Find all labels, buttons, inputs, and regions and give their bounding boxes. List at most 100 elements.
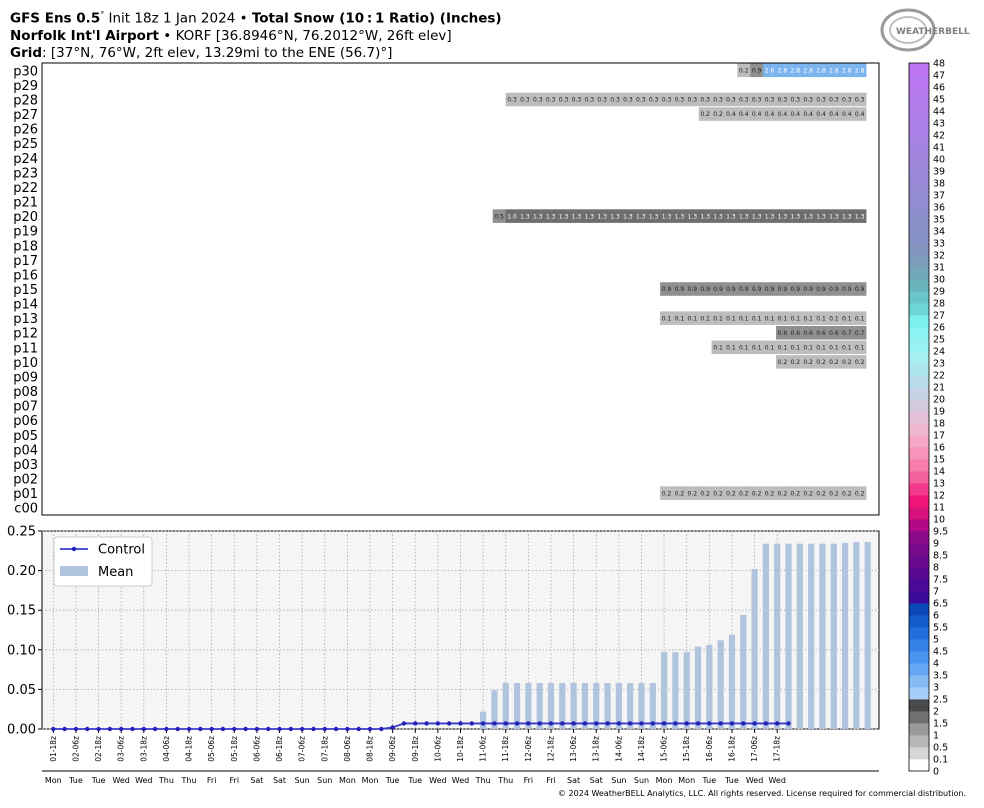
colorbar-label: 42 — [933, 131, 945, 142]
heatmap-cell — [788, 107, 803, 121]
heatmap-cell-value: 0.3 — [584, 97, 594, 104]
heatmap-cell — [724, 282, 738, 296]
mean-bar — [717, 640, 724, 729]
colorbar-label: 1 — [933, 731, 939, 742]
heatmap-cell — [775, 340, 790, 355]
heatmap-cell — [840, 340, 854, 355]
y-tick-label: 0.10 — [7, 643, 36, 658]
colorbar-segment — [909, 63, 929, 76]
mean-control-chart: 0.00 0.05 0.10 0.15 0.20 0.25 01-18z Mon 02-06z T… — [7, 525, 880, 785]
colorbar-label: 10 — [933, 515, 945, 526]
chart-header: GFS Ens 0.5° Init 18z 1 Jan 2024 • Total… — [10, 6, 502, 62]
day-label: Sun — [317, 776, 332, 785]
heatmap-cell — [544, 209, 558, 223]
heatmap-cell — [647, 209, 661, 223]
heatmap-cell-value: 0.4 — [791, 111, 801, 118]
mean-bar — [604, 683, 611, 729]
heatmap-cell — [775, 63, 790, 78]
heatmap-cell-value: 0.2 — [700, 111, 710, 118]
heatmap-cell — [711, 92, 725, 107]
x-tick-label: 16-06z — [705, 736, 714, 762]
colorbar-segment — [909, 615, 929, 628]
heatmap-cell-value: 0.1 — [765, 315, 775, 322]
colorbar-label: 14 — [933, 467, 945, 478]
heatmap-cell — [788, 355, 803, 369]
heatmap-cell — [672, 282, 687, 296]
control-point — [673, 721, 678, 726]
heatmap-cell — [685, 282, 700, 296]
colorbar-label: 6.5 — [933, 599, 948, 610]
x-tick-label: 10-18z — [456, 736, 465, 762]
heatmap-cell — [557, 92, 571, 107]
y-tick-label: 0.00 — [7, 723, 36, 738]
control-point — [480, 721, 486, 726]
x-tick-label: 03-18z — [139, 736, 148, 762]
heatmap-cell — [801, 340, 815, 355]
heatmap-cell — [685, 486, 700, 500]
heatmap-frame — [41, 62, 880, 516]
heatmap-cell-value: 0.1 — [855, 315, 865, 322]
colorbar-segment — [909, 303, 929, 316]
x-tick-label: 07-18z — [320, 736, 329, 762]
x-tick-label: 09-06z — [388, 736, 397, 762]
legend-mean-label: Mean — [98, 565, 133, 580]
heatmap-cell — [788, 282, 803, 296]
colorbar-segment — [909, 735, 929, 748]
member-label: p28 — [13, 93, 38, 108]
heatmap-cell-value: 0.2 — [739, 490, 749, 497]
control-point — [650, 721, 655, 726]
heatmap-cell-value: 0.3 — [688, 97, 698, 104]
header-line-2: Norfolk Int'l Airport • KORF [36.8946°N,… — [10, 27, 452, 44]
heatmap-cell — [621, 92, 635, 107]
heatmap-cell — [853, 325, 867, 340]
heatmap-cell-value: 0.2 — [688, 490, 698, 497]
colorbar-label: 31 — [933, 263, 945, 274]
day-label: Tue — [68, 776, 83, 785]
colorbar-label: 34 — [933, 227, 945, 238]
colorbar-segment — [909, 99, 929, 112]
heatmap-cell-value: 0.3 — [546, 97, 556, 104]
mean-bar — [785, 543, 792, 729]
day-label: Mon — [339, 776, 356, 785]
colorbar-label: 28 — [933, 299, 945, 310]
heatmap-cell — [827, 340, 841, 355]
heatmap-cell — [788, 311, 803, 325]
control-point — [345, 726, 350, 732]
snow-colorbar: 00.10.511.522.533.544.555.566.577.588.59… — [908, 59, 948, 778]
heatmap-cell — [827, 209, 841, 223]
heatmap-cell-value: 0.9 — [688, 286, 698, 293]
day-label: Sat — [250, 776, 263, 785]
heatmap-cell — [775, 355, 790, 369]
control-point — [367, 726, 373, 732]
heatmap-cell-value: 0.6 — [829, 330, 839, 337]
colorbar-label: 12 — [933, 491, 945, 502]
colorbar-label: 39 — [933, 167, 945, 178]
control-point — [299, 726, 305, 732]
heatmap-cell-value: 0.1 — [688, 315, 698, 322]
colorbar-segment — [909, 747, 929, 760]
day-label: Fri — [230, 776, 240, 785]
colorbar-segment — [909, 135, 929, 148]
heatmap-cell-value: 0.9 — [829, 286, 839, 293]
colorbar-segment — [909, 315, 929, 328]
heatmap-cell-value: 0.1 — [752, 345, 762, 352]
colorbar-label: 4.5 — [933, 647, 948, 658]
control-point — [220, 726, 226, 732]
heatmap-cell — [763, 92, 777, 107]
heatmap-cell-value: 2.8 — [829, 67, 839, 74]
heatmap-cell-value: 0.3 — [610, 97, 620, 104]
heatmap-cell-value: 0.1 — [778, 315, 788, 322]
model-name: GFS Ens 0.5 — [10, 10, 101, 27]
heatmap-cell-value: 0.4 — [778, 111, 788, 118]
heatmap-cell — [608, 92, 622, 107]
member-label: p09 — [13, 370, 38, 385]
grid-detail: [37°N, 76°W, 2ft elev, 13.29mi to the EN… — [50, 44, 393, 61]
heatmap-cell-value: 0.6 — [791, 330, 801, 337]
heatmap-cell-value: 0.9 — [791, 286, 801, 293]
heatmap-cell — [750, 209, 764, 223]
heatmap-cell-value: 0.4 — [739, 111, 749, 118]
mean-bar — [774, 543, 781, 729]
colorbar-label: 2 — [933, 707, 939, 718]
mean-bar — [864, 542, 871, 729]
colorbar-label: 3 — [933, 683, 939, 694]
